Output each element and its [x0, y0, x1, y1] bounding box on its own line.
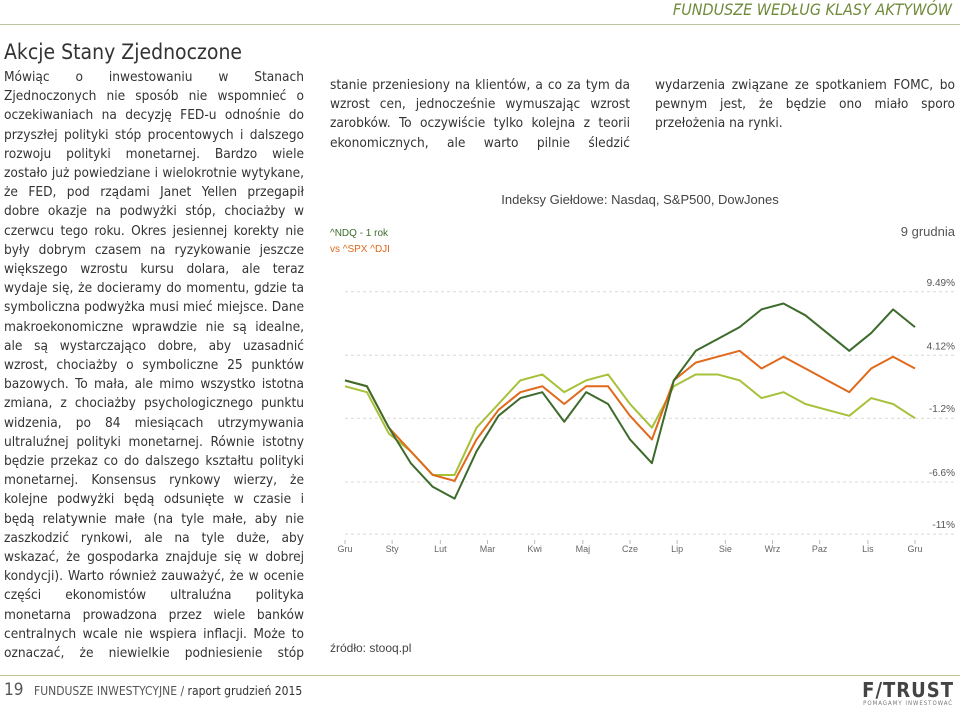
publication: FUNDUSZE INWESTYCYJNE / raport grudzień … — [34, 684, 303, 698]
logo-text: F/TRUST — [862, 678, 954, 702]
legend-title: vs ^SPX ^DJI — [330, 244, 390, 255]
page-number: 19 — [4, 680, 24, 700]
x-tick-label: Mar — [480, 544, 496, 554]
series-line — [344, 373, 916, 476]
x-tick-label: Wrz — [765, 544, 781, 554]
y-tick-label: 9.49% — [927, 278, 955, 289]
series-line — [344, 302, 916, 500]
series-line — [344, 349, 916, 482]
title: Akcje Stany Zjednoczone — [4, 40, 243, 64]
x-tick-label: Gru — [907, 544, 922, 554]
date-label: 9 grudnia — [901, 224, 956, 239]
y-tick-label: 4.12% — [927, 341, 955, 352]
y-tick-label: -6.6% — [929, 468, 955, 479]
publication-name: FUNDUSZE INWESTYCYJNE — [34, 684, 178, 698]
chart: Indeksy Giełdowe: Nasdaq, S&P500, DowJon… — [330, 192, 956, 655]
x-tick-label: Sty — [386, 544, 400, 554]
column-text: wydarzenia związane ze spotkaniem FOMC, … — [655, 77, 955, 132]
column-text: Mówiąc o inwestowaniu w Stanach Zjednocz… — [4, 69, 304, 660]
x-tick-label: Lip — [671, 544, 683, 554]
x-tick-label: Cze — [622, 544, 638, 554]
section-label: FUNDUSZE WEDŁUG KLASY AKTYWÓW — [672, 0, 952, 19]
source: źródło: stooq.pl — [330, 641, 411, 655]
x-tick-label: Paz — [812, 544, 828, 554]
x-tick-label: Kwi — [527, 544, 542, 554]
x-tick-label: Lis — [862, 544, 874, 554]
y-tick-label: -11% — [932, 520, 955, 531]
legend-title: ^NDQ - 1 rok — [330, 228, 389, 239]
chart-title: Indeksy Giełdowe: Nasdaq, S&P500, DowJon… — [501, 192, 779, 207]
rule — [0, 675, 960, 676]
x-tick-label: Gru — [337, 544, 352, 554]
rule — [0, 24, 960, 25]
y-tick-label: -1.2% — [929, 404, 955, 415]
x-tick-label: Sie — [719, 544, 732, 554]
logo: F/TRUST POMAGAMY INWESTOWAĆ — [862, 680, 954, 707]
issue: raport grudzień 2015 — [187, 684, 303, 698]
tagline: POMAGAMY INWESTOWAĆ — [863, 700, 954, 707]
x-tick-label: Maj — [576, 544, 591, 554]
column-text: stanie przeniesiony na klientów, a co za… — [330, 77, 630, 156]
x-tick-label: Lut — [434, 544, 447, 554]
